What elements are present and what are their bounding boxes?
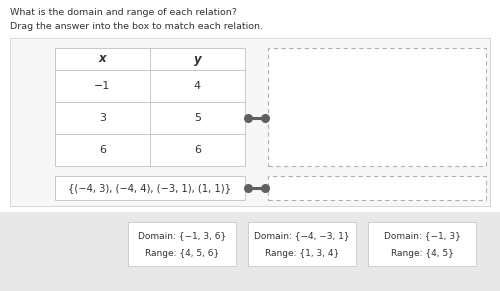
- FancyBboxPatch shape: [55, 48, 245, 166]
- Text: −1: −1: [94, 81, 110, 91]
- FancyBboxPatch shape: [128, 222, 236, 266]
- Text: Domain: {−1, 3}: Domain: {−1, 3}: [384, 232, 460, 241]
- Text: 5: 5: [194, 113, 201, 123]
- Text: Drag the answer into the box to match each relation.: Drag the answer into the box to match ea…: [10, 22, 263, 31]
- Text: What is the domain and range of each relation?: What is the domain and range of each rel…: [10, 8, 237, 17]
- Text: y: y: [194, 52, 202, 65]
- Text: Domain: {−1, 3, 6}: Domain: {−1, 3, 6}: [138, 232, 226, 241]
- FancyBboxPatch shape: [0, 212, 500, 291]
- Text: 4: 4: [194, 81, 201, 91]
- FancyBboxPatch shape: [248, 222, 356, 266]
- Text: 6: 6: [99, 145, 106, 155]
- Text: Range: {1, 3, 4}: Range: {1, 3, 4}: [265, 249, 339, 258]
- FancyBboxPatch shape: [368, 222, 476, 266]
- FancyBboxPatch shape: [10, 38, 490, 206]
- FancyBboxPatch shape: [268, 48, 486, 166]
- Text: 6: 6: [194, 145, 201, 155]
- Text: Range: {4, 5, 6}: Range: {4, 5, 6}: [145, 249, 219, 258]
- Text: Domain: {−4, −3, 1}: Domain: {−4, −3, 1}: [254, 232, 350, 241]
- Text: Range: {4, 5}: Range: {4, 5}: [390, 249, 454, 258]
- Text: x: x: [98, 52, 106, 65]
- FancyBboxPatch shape: [55, 176, 245, 200]
- Text: {(−4, 3), (−4, 4), (−3, 1), (1, 1)}: {(−4, 3), (−4, 4), (−3, 1), (1, 1)}: [68, 183, 232, 193]
- FancyBboxPatch shape: [268, 176, 486, 200]
- Text: 3: 3: [99, 113, 106, 123]
